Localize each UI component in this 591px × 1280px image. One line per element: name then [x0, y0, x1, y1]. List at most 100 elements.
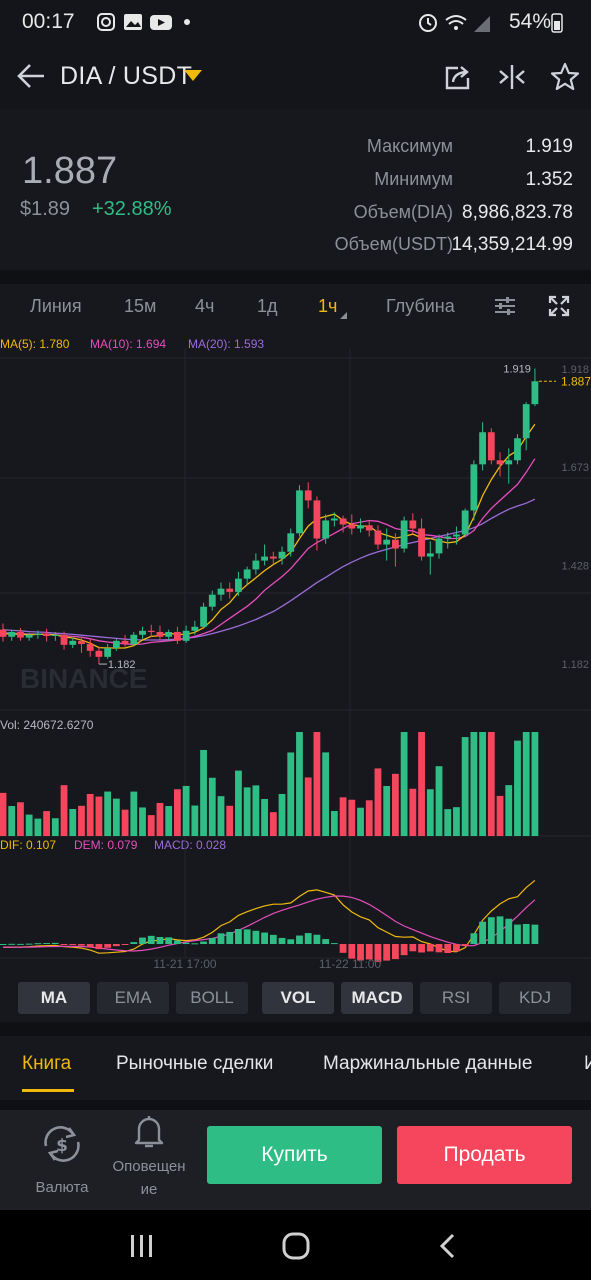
timeframe-1h[interactable]: 1ч: [318, 296, 338, 316]
volume-bar: [348, 799, 356, 836]
ma5-line: [2, 423, 536, 649]
macd-histogram-bar: [287, 939, 295, 944]
candle-body: [226, 588, 234, 592]
system-navigation-bar: [0, 1210, 591, 1280]
share-icon[interactable]: [444, 64, 472, 90]
indicator-macd-button[interactable]: MACD: [341, 982, 413, 1014]
timeframe-depth[interactable]: Глубина: [386, 296, 455, 316]
candle-body: [479, 432, 486, 465]
currency-button[interactable]: $ Валюта: [28, 1122, 96, 1204]
volume-bar: [409, 788, 417, 836]
macd-histogram-bar: [156, 937, 164, 944]
volume-bar: [174, 789, 181, 836]
tab-order-book[interactable]: Книга: [22, 1053, 72, 1074]
indicator-ema-button[interactable]: EMA: [97, 982, 169, 1014]
candle-body: [418, 528, 425, 557]
back-nav-icon[interactable]: [437, 1232, 457, 1260]
macd-histogram-bar: [400, 944, 408, 956]
pair-title[interactable]: DIA / USDT: [60, 62, 193, 90]
macd-histogram-bar: [0, 944, 7, 945]
alerts-button[interactable]: Оповещен ие: [104, 1112, 194, 1206]
pair-dropdown-icon[interactable]: [184, 70, 202, 82]
legend-ma5: MA(5): 1.780: [0, 337, 70, 351]
candle-body: [51, 634, 59, 636]
volume-bar: [479, 732, 486, 836]
candle-body: [278, 551, 286, 559]
candle-body: [383, 539, 391, 545]
volume-bar: [278, 793, 286, 836]
tab-margin-data[interactable]: Маржинальные данные: [323, 1053, 533, 1074]
indicator-boll-button[interactable]: BOLL: [176, 982, 248, 1014]
chart-area[interactable]: MA(5): 1.780 MA(10): 1.694 MA(20): 1.593…: [0, 328, 591, 978]
alerts-label-line1: Оповещен: [112, 1158, 186, 1175]
macd-histogram-bar: [330, 943, 338, 945]
buy-button[interactable]: Купить: [207, 1126, 382, 1184]
macd-histogram-bar: [409, 944, 417, 952]
volume-bar: [156, 802, 164, 836]
indicator-vol-button[interactable]: VOL: [262, 982, 334, 1014]
timeframe-15m[interactable]: 15м: [124, 296, 157, 316]
volume-bar: [226, 805, 234, 836]
volume-bar: [78, 805, 85, 836]
candle-body: [348, 524, 356, 529]
volume-bar: [304, 777, 312, 836]
candle-body: [147, 630, 155, 632]
y-tick-label: 1.918: [561, 364, 589, 376]
candle-body: [269, 556, 277, 559]
favorite-star-icon[interactable]: [550, 62, 580, 92]
sell-button[interactable]: Продать: [397, 1126, 572, 1184]
candle-body: [243, 569, 251, 579]
timeframe-more-icon: [340, 312, 347, 319]
macd-histogram-bar: [95, 944, 103, 950]
chart-settings-icon[interactable]: [494, 295, 516, 317]
fullscreen-icon[interactable]: [548, 295, 570, 317]
tab-more[interactable]: И: [584, 1053, 591, 1074]
home-icon[interactable]: [281, 1231, 311, 1261]
candle-body: [78, 640, 85, 645]
legend-ma10: MA(10): 1.694: [90, 337, 167, 351]
back-arrow-icon[interactable]: [16, 62, 46, 90]
compare-icon[interactable]: [498, 64, 526, 90]
candle-body: [426, 553, 434, 557]
macd-histogram-bar: [60, 944, 68, 945]
volume-bar: [34, 818, 42, 836]
candle-body: [165, 631, 173, 637]
volume-bar: [121, 809, 129, 836]
status-bar: 00:17 54%: [0, 0, 591, 44]
timeframe-1d[interactable]: 1д: [257, 296, 278, 316]
legend-dem: DEM: 0.079: [74, 838, 138, 852]
volume-bar: [17, 802, 24, 836]
timeframe-4h[interactable]: 4ч: [195, 296, 215, 316]
candle-body: [69, 640, 77, 645]
volume-bar: [522, 732, 530, 836]
x-tick-label: 11-22 11:00: [319, 957, 382, 971]
macd-histogram-bar: [112, 944, 120, 947]
macd-histogram-bar: [78, 944, 85, 946]
volume-bar: [182, 785, 190, 836]
recent-apps-icon[interactable]: [128, 1233, 156, 1259]
macd-histogram-bar: [182, 942, 190, 944]
macd-histogram-bar: [444, 944, 452, 953]
candle-body: [470, 464, 478, 511]
indicator-ma-button[interactable]: MA: [18, 982, 90, 1014]
volume-bar: [191, 805, 199, 836]
volume-bar: [435, 766, 443, 836]
candle-body: [313, 500, 321, 539]
candlestick-chart[interactable]: BINANCE 1.918 1.673 1.428 1.182 1.919 1.182 1.8…: [0, 328, 591, 978]
volume-bar: [505, 785, 513, 836]
timeframe-line[interactable]: Линия: [30, 296, 82, 316]
volume-bar: [95, 796, 103, 836]
candle-body: [435, 538, 443, 554]
divider: [0, 270, 591, 284]
volume-bar: [461, 737, 469, 836]
volume-bar: [470, 732, 478, 836]
tab-market-trades[interactable]: Рыночные сделки: [116, 1053, 274, 1074]
candle-body: [400, 520, 408, 549]
price-usd: $1.89: [20, 198, 71, 220]
candle-body: [200, 606, 207, 627]
candle-body: [531, 381, 539, 405]
macd-histogram-bar: [487, 917, 495, 944]
volume-bar: [43, 811, 50, 836]
indicator-rsi-button[interactable]: RSI: [420, 982, 492, 1014]
indicator-kdj-button[interactable]: KDJ: [499, 982, 571, 1014]
